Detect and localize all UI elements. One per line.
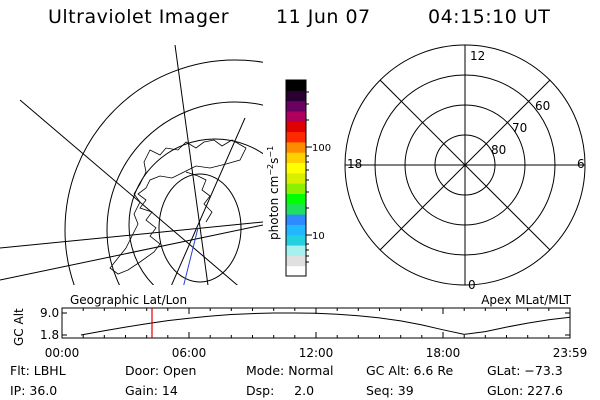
mlt-label-18: 18 [347, 157, 362, 171]
colorbar-segment [286, 255, 306, 267]
colorbar-segment [286, 141, 306, 153]
x-tick-label: 18:00 [426, 346, 461, 360]
colorbar-frame [285, 79, 307, 277]
geographic-latitude: GLat: −73.3 [487, 363, 563, 378]
colorbar-ticks [306, 91, 312, 263]
ip-value: IP: 36.0 [10, 383, 58, 398]
colorbar-segment [286, 193, 306, 205]
y-tick-label: 1.8 [40, 328, 59, 342]
sequence-value: Seq: 39 [366, 383, 414, 398]
colorbar-tick-label: 10 [312, 231, 325, 242]
gain-value: Gain: 14 [125, 383, 178, 398]
x-tick-label: 00:00 [45, 346, 80, 360]
colorbar-tick-label: 100 [312, 143, 331, 154]
meridian-line [0, 224, 263, 281]
latitude-circle [106, 101, 263, 285]
timeline-y-ticks [62, 312, 570, 336]
x-tick-label: 12:00 [299, 346, 334, 360]
y-tick-label: 9.0 [40, 306, 59, 320]
mlt-label-12: 12 [470, 49, 485, 63]
color-scale-bar [286, 80, 306, 277]
mlat-label-60: 60 [535, 99, 550, 113]
timeline-y-axis-label: GC Alt [12, 308, 26, 346]
mlat-label-80: 80 [491, 143, 506, 157]
time-label: 04:15:10 UT [428, 6, 551, 28]
geographic-map [0, 45, 263, 285]
colorbar-segment [286, 224, 306, 236]
mlt-label-6: 6 [577, 157, 585, 171]
antarctica-coastline [109, 139, 247, 275]
filter-value: Flt: LBHL [10, 363, 66, 378]
colorbar-unit-label: photon cm−2s−1 [266, 146, 281, 240]
ice-shelf-coastline [185, 171, 213, 223]
colorbar-segment [286, 110, 306, 122]
meridian-line [0, 221, 263, 249]
x-tick-label: 23:59 [553, 346, 588, 360]
geographic-longitude: GLon: 227.6 [487, 383, 563, 398]
latitude-circle [64, 59, 263, 285]
colorbar-segment [286, 152, 306, 164]
colorbar-segment [286, 203, 306, 215]
meridian-line [19, 99, 238, 285]
colorbar-segment [286, 265, 306, 277]
meridian-line [174, 45, 209, 285]
colorbar-segment [286, 100, 306, 112]
instrument-title: Ultraviolet Imager [48, 6, 230, 28]
date-label: 11 Jun 07 [276, 6, 371, 28]
mlt-label-0: 0 [468, 278, 476, 292]
apex-polar-grid [344, 44, 586, 286]
meridian-line [171, 117, 246, 285]
gc-altitude-value: GC Alt: 6.6 Re [366, 363, 454, 378]
mode-value: Mode: Normal [246, 363, 334, 378]
dsp-value: Dsp: 2.0 [246, 383, 315, 398]
spacecraft-track [183, 227, 199, 285]
colorbar-segment [286, 162, 306, 174]
mlt-diagonal [379, 79, 551, 251]
colorbar-segment [286, 245, 306, 256]
colorbar-segment [286, 234, 306, 246]
colorbar-segment [286, 172, 306, 184]
colorbar-segment [286, 183, 306, 194]
imager-footprint [158, 173, 242, 283]
colorbar-segment [286, 131, 306, 143]
x-tick-label: 06:00 [172, 346, 207, 360]
timeline-x-ticks [61, 308, 571, 338]
mlat-label-70: 70 [512, 121, 527, 135]
colorbar-segment [286, 214, 306, 225]
gc-altitude-line [80, 312, 571, 336]
apex-panel-label: Apex MLat/MLT [481, 293, 571, 307]
colorbar-segment [286, 80, 306, 91]
latitude-circle [128, 138, 263, 285]
geographic-panel-label: Geographic Lat/Lon [70, 293, 187, 307]
colorbar-segment [286, 90, 306, 102]
door-status: Door: Open [125, 363, 197, 378]
colorbar-segment [286, 121, 306, 133]
